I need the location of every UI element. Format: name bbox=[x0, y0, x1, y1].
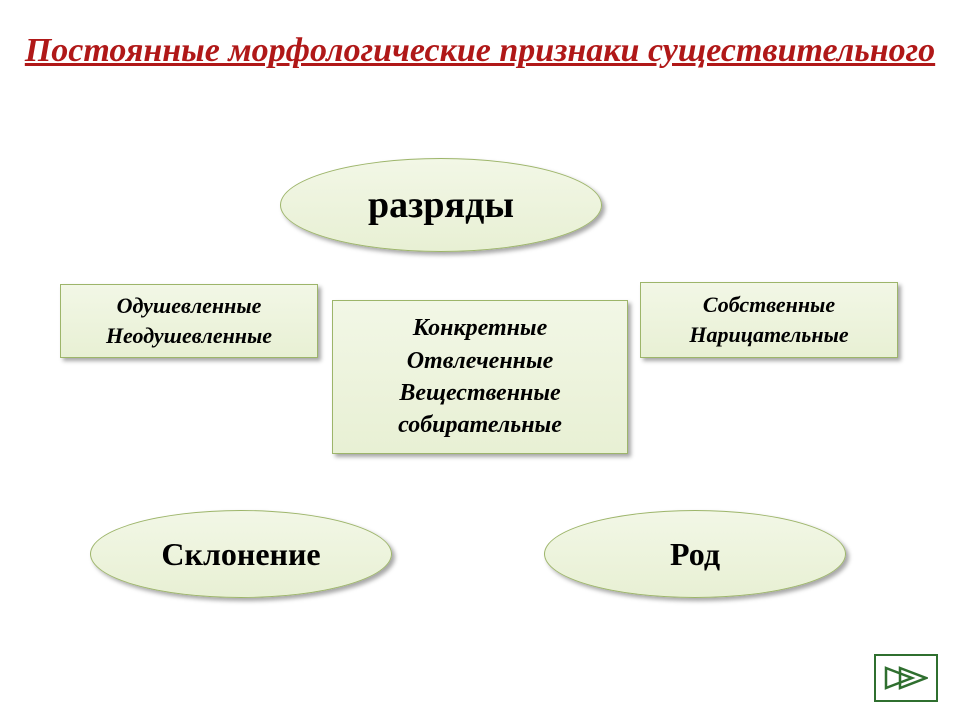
ellipse-rod-label: Род bbox=[670, 536, 720, 573]
page-title: Постоянные морфологические признаки суще… bbox=[0, 30, 960, 73]
ellipse-razryady: разряды bbox=[280, 158, 602, 252]
box-concrete-label: КонкретныеОтвлеченныеВещественныесобират… bbox=[398, 312, 562, 442]
box-proper-label: СобственныеНарицательные bbox=[689, 290, 848, 349]
ellipse-sklonenie: Склонение bbox=[90, 510, 392, 598]
box-animate-label: ОдушевленныеНеодушевленные bbox=[106, 291, 272, 350]
box-proper: СобственныеНарицательные bbox=[640, 282, 898, 358]
ellipse-sklonenie-label: Склонение bbox=[161, 536, 320, 573]
slide: Постоянные морфологические признаки суще… bbox=[0, 0, 960, 720]
ellipse-razryady-label: разряды bbox=[368, 183, 514, 227]
box-concrete: КонкретныеОтвлеченныеВещественныесобират… bbox=[332, 300, 628, 454]
ellipse-rod: Род bbox=[544, 510, 846, 598]
next-arrow-icon bbox=[884, 664, 928, 692]
box-animate: ОдушевленныеНеодушевленные bbox=[60, 284, 318, 358]
next-button[interactable] bbox=[874, 654, 938, 702]
